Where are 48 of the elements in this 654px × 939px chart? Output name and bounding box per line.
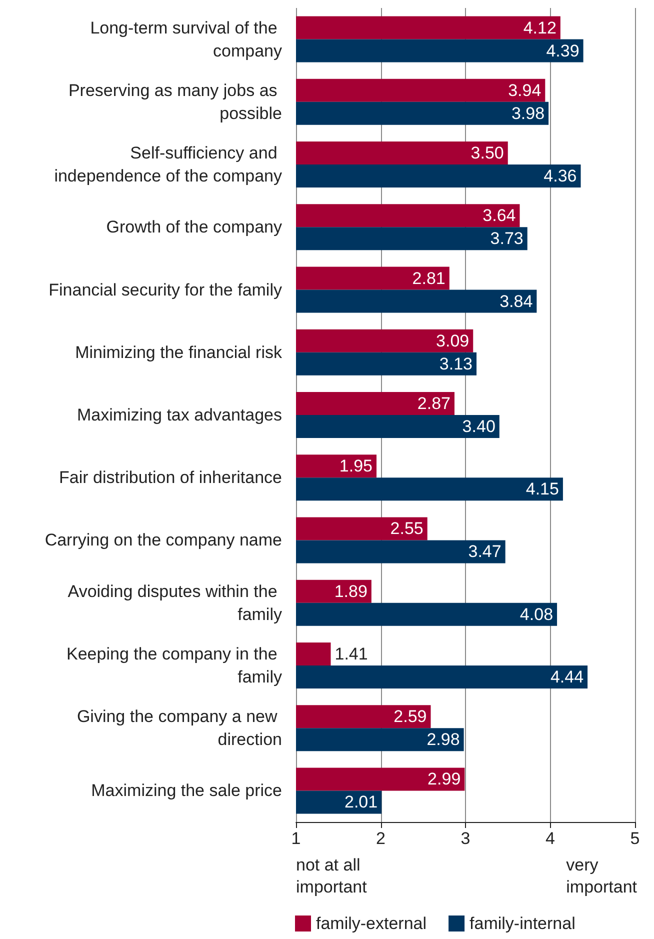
y-tick-label: Financial security for the family (48, 280, 282, 300)
data-label: 3.84 (500, 292, 533, 311)
data-label: 4.39 (546, 41, 580, 60)
data-label: 3.47 (468, 542, 502, 562)
data-label: 2.55 (390, 519, 424, 538)
data-label: 3.73 (490, 229, 524, 248)
text: not at all important (296, 856, 368, 896)
data-label: 2.01 (344, 792, 378, 812)
data-label: 3.13 (439, 354, 473, 374)
data-label: 1.89 (334, 582, 368, 601)
data-label: 3.09 (436, 331, 470, 350)
x-tick-label: 1 (291, 829, 301, 848)
x-tick-label: 5 (630, 829, 640, 848)
data-label: 2.81 (412, 268, 446, 288)
y-tick-label: Maximizing tax advantages (76, 406, 282, 424)
y-tick-label: Maximizing the sale price (91, 781, 282, 800)
y-tick-label: Carrying on the company name (44, 530, 282, 550)
data-label: 3.98 (511, 104, 545, 123)
data-label: 2.59 (394, 707, 427, 726)
data-label: 4.08 (520, 604, 554, 624)
data-label: 4.36 (544, 166, 577, 186)
data-label: 4.15 (526, 480, 559, 499)
data-label: 3.64 (482, 206, 516, 226)
data-label: 3.94 (508, 80, 542, 100)
data-label: 1.41 (334, 644, 368, 664)
y-tick-label: Long-term survival of the company (90, 18, 282, 60)
y-tick-label: Minimizing the financial risk (75, 342, 282, 362)
legend-label: family-external (316, 914, 427, 933)
x-tick-label: 4 (546, 829, 555, 848)
data-label: 3.40 (462, 417, 496, 436)
data-label: 2.99 (428, 770, 461, 789)
x-tick-label: 3 (460, 829, 470, 848)
x-tick-label: 2 (376, 829, 386, 848)
text: very important (566, 856, 638, 896)
data-label: 4.12 (523, 18, 556, 38)
y-tick-label: Growth of the company (106, 218, 282, 237)
y-tick-label: Preserving as many jobs as possible (68, 80, 282, 123)
y-tick-label: Avoiding disputes within the family (68, 582, 282, 624)
data-label: 2.87 (417, 394, 450, 413)
y-tick-label: Giving the company a new direction (76, 707, 282, 750)
data-label: 2.98 (426, 730, 460, 750)
data-label: 1.95 (339, 456, 373, 476)
y-tick-label: Keeping the company in the family (66, 644, 282, 686)
data-label: 4.44 (550, 667, 584, 686)
data-label: 3.50 (470, 144, 504, 163)
y-tick-label: Self-sufficiency and independence of the company (54, 144, 282, 186)
y-tick-label: Fair distribution of inheritance (58, 468, 282, 488)
legend-label: family-internal (470, 914, 576, 933)
